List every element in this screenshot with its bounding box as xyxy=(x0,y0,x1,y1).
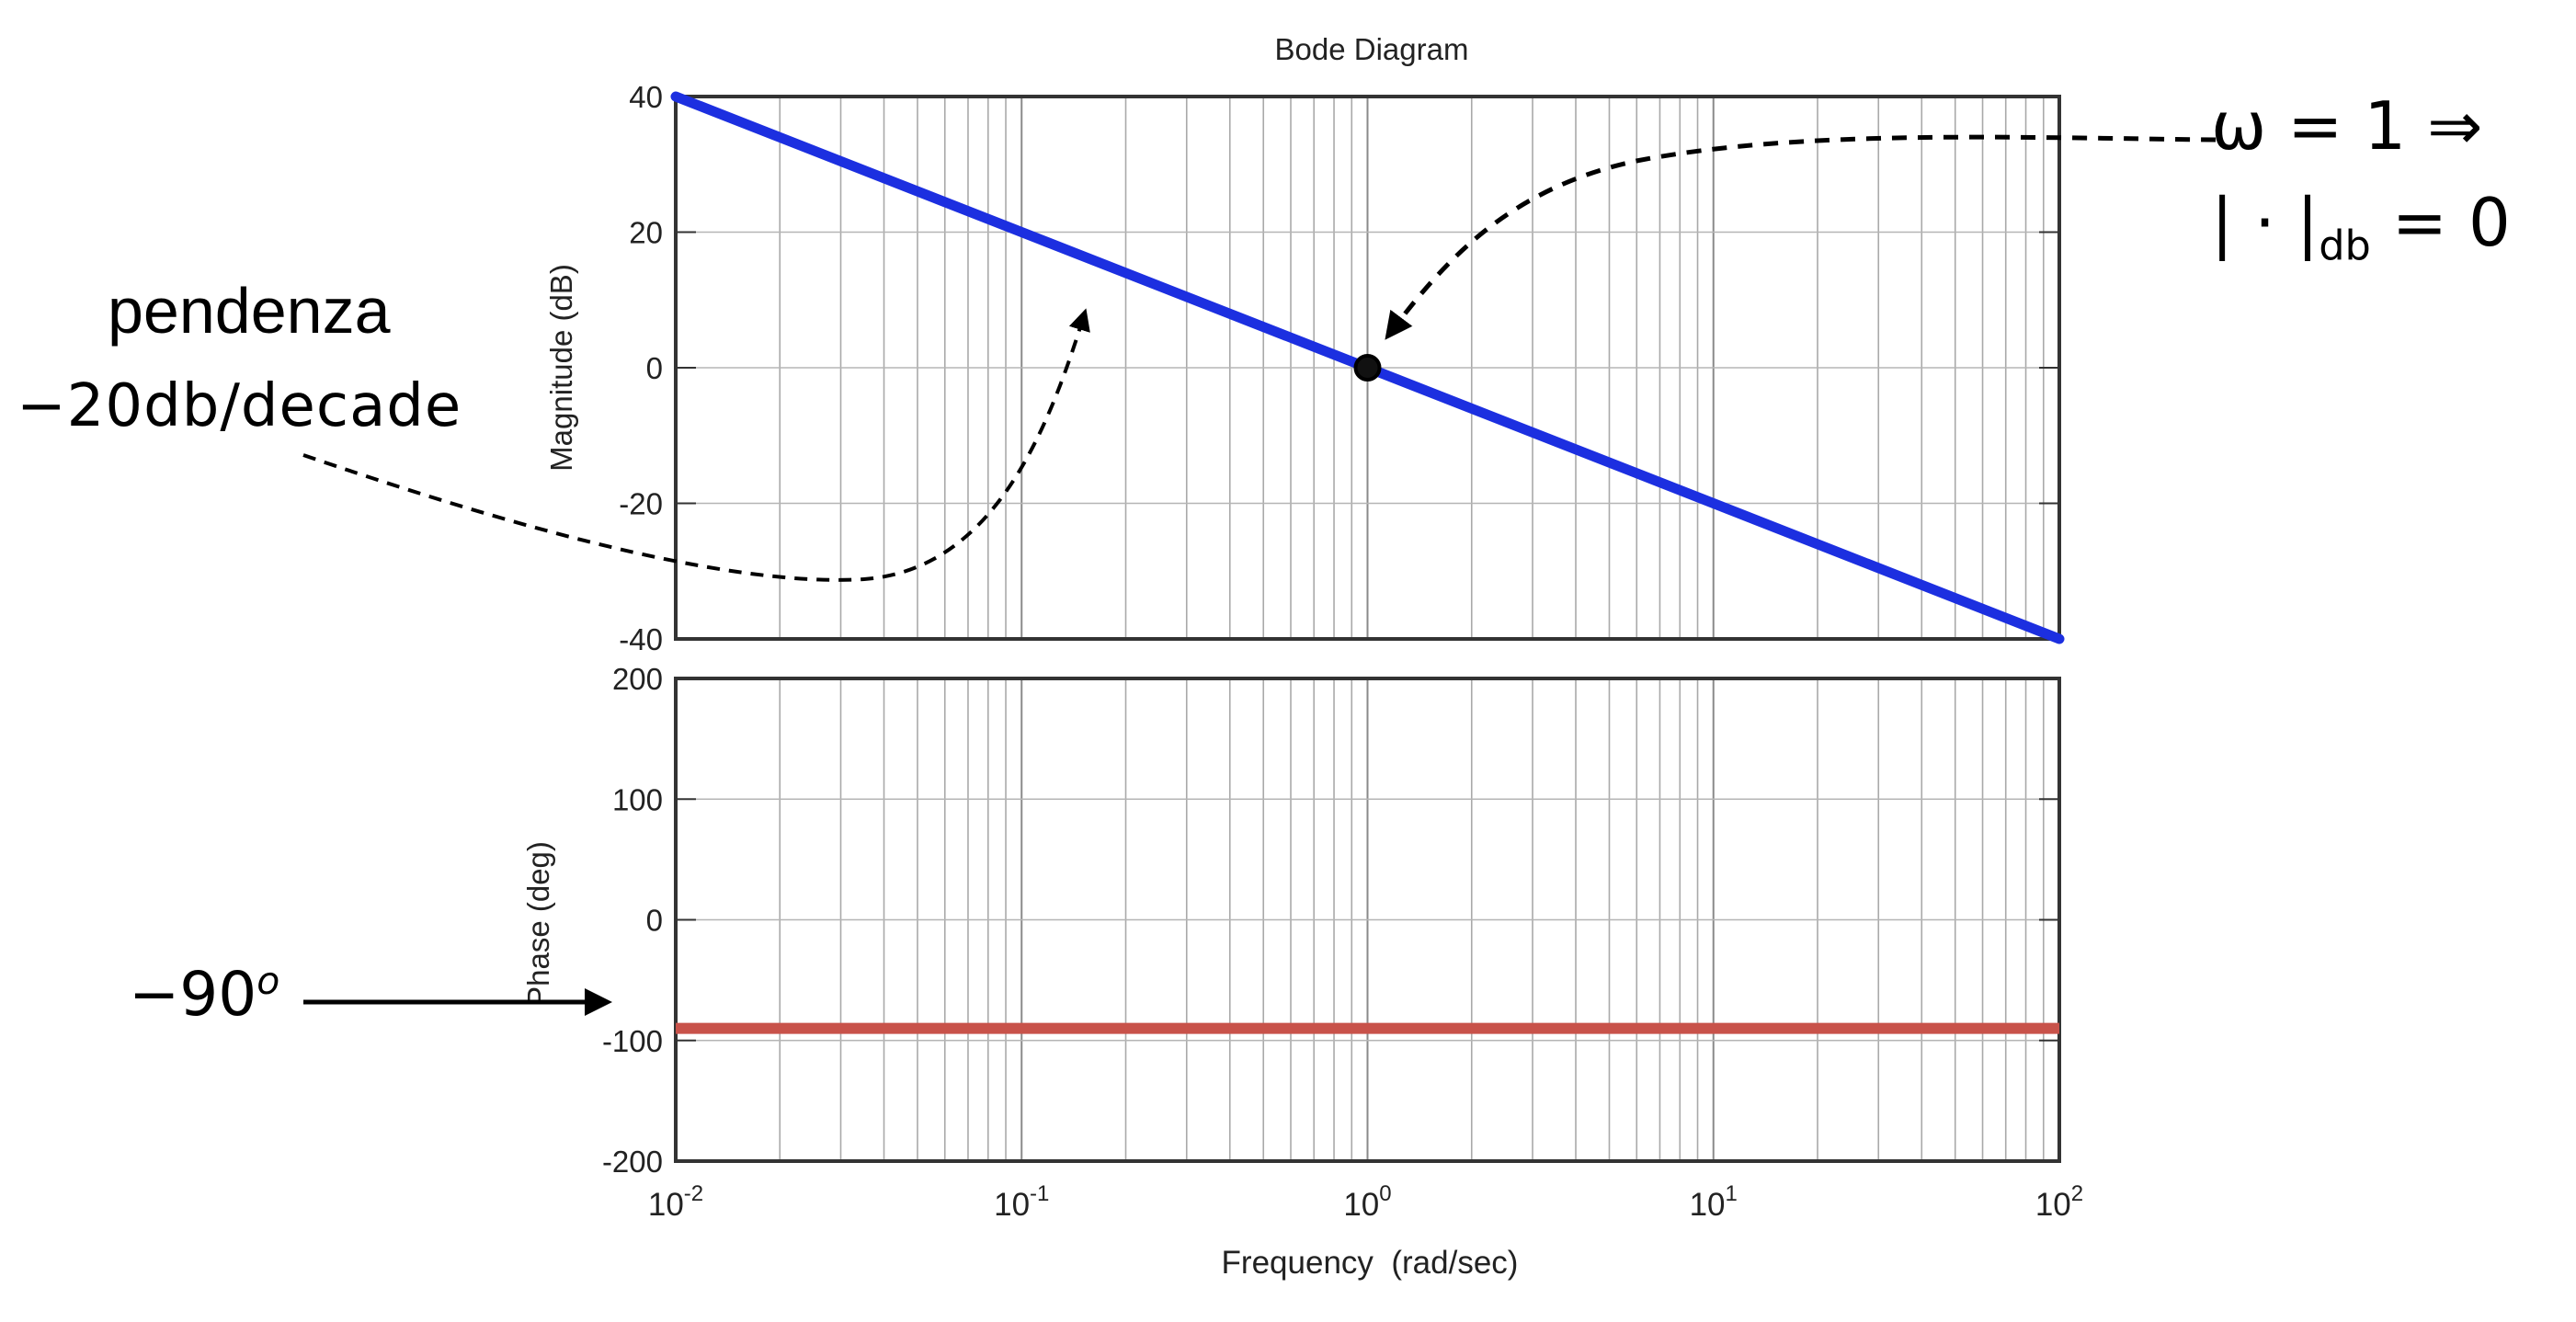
x-tick-label: 10-2 xyxy=(648,1181,703,1223)
magnitude-db-annotation: | · |db = 0 xyxy=(2211,184,2511,269)
x-tick-label: 100 xyxy=(1343,1181,1391,1223)
magnitude-y-ticks: 40 20 0 -20 -40 xyxy=(619,80,2059,656)
phase-annotation: −90o xyxy=(129,959,279,1030)
phase-y-label: Phase (deg) xyxy=(521,841,555,1007)
slope-title-annotation: pendenza xyxy=(108,275,391,347)
chart-title: Bode Diagram xyxy=(1275,32,1469,66)
phase-panel: 200 100 0 -100 -200 Phase (deg) xyxy=(521,662,2061,1179)
slope-value-annotation: −20db/decade xyxy=(17,372,462,440)
phase-grid xyxy=(675,678,2059,1162)
y-tick-label: 0 xyxy=(646,904,663,938)
magnitude-panel: 40 20 0 -20 -40 Magnitude (dB) xyxy=(544,80,2065,656)
y-tick-label: 40 xyxy=(629,80,663,114)
omega-annotation: ω = 1 ⇒ xyxy=(2211,87,2483,165)
x-tick-label: 102 xyxy=(2035,1181,2083,1223)
y-tick-label: 100 xyxy=(612,782,663,816)
x-ticks: 10-2 10-1 100 101 102 xyxy=(648,1181,2083,1223)
y-tick-label: 0 xyxy=(646,351,663,385)
magnitude-db-sub: db xyxy=(2319,222,2371,270)
crossover-annotation-arrow xyxy=(1385,134,2217,340)
x-tick-label: 10-1 xyxy=(994,1181,1049,1223)
x-tick-label: 101 xyxy=(1690,1181,1738,1223)
phase-y-ticks: 200 100 0 -100 -200 xyxy=(602,662,2059,1179)
y-tick-label: -40 xyxy=(619,622,663,656)
magnitude-y-label: Magnitude (dB) xyxy=(544,264,578,472)
phase-annotation-base: −90 xyxy=(129,959,257,1030)
crossover-point xyxy=(1353,354,1382,382)
y-tick-label: -200 xyxy=(602,1145,663,1179)
magnitude-db-suffix: = 0 xyxy=(2370,184,2511,261)
y-tick-label: 200 xyxy=(612,662,663,696)
x-axis-label: Frequency (rad/sec) xyxy=(1222,1245,1519,1281)
magnitude-db-prefix: | · | xyxy=(2211,184,2320,261)
phase-annotation-sup: o xyxy=(256,959,280,1003)
y-tick-label: -20 xyxy=(619,487,663,521)
y-tick-label: -100 xyxy=(602,1024,663,1058)
y-tick-label: 20 xyxy=(629,216,663,250)
